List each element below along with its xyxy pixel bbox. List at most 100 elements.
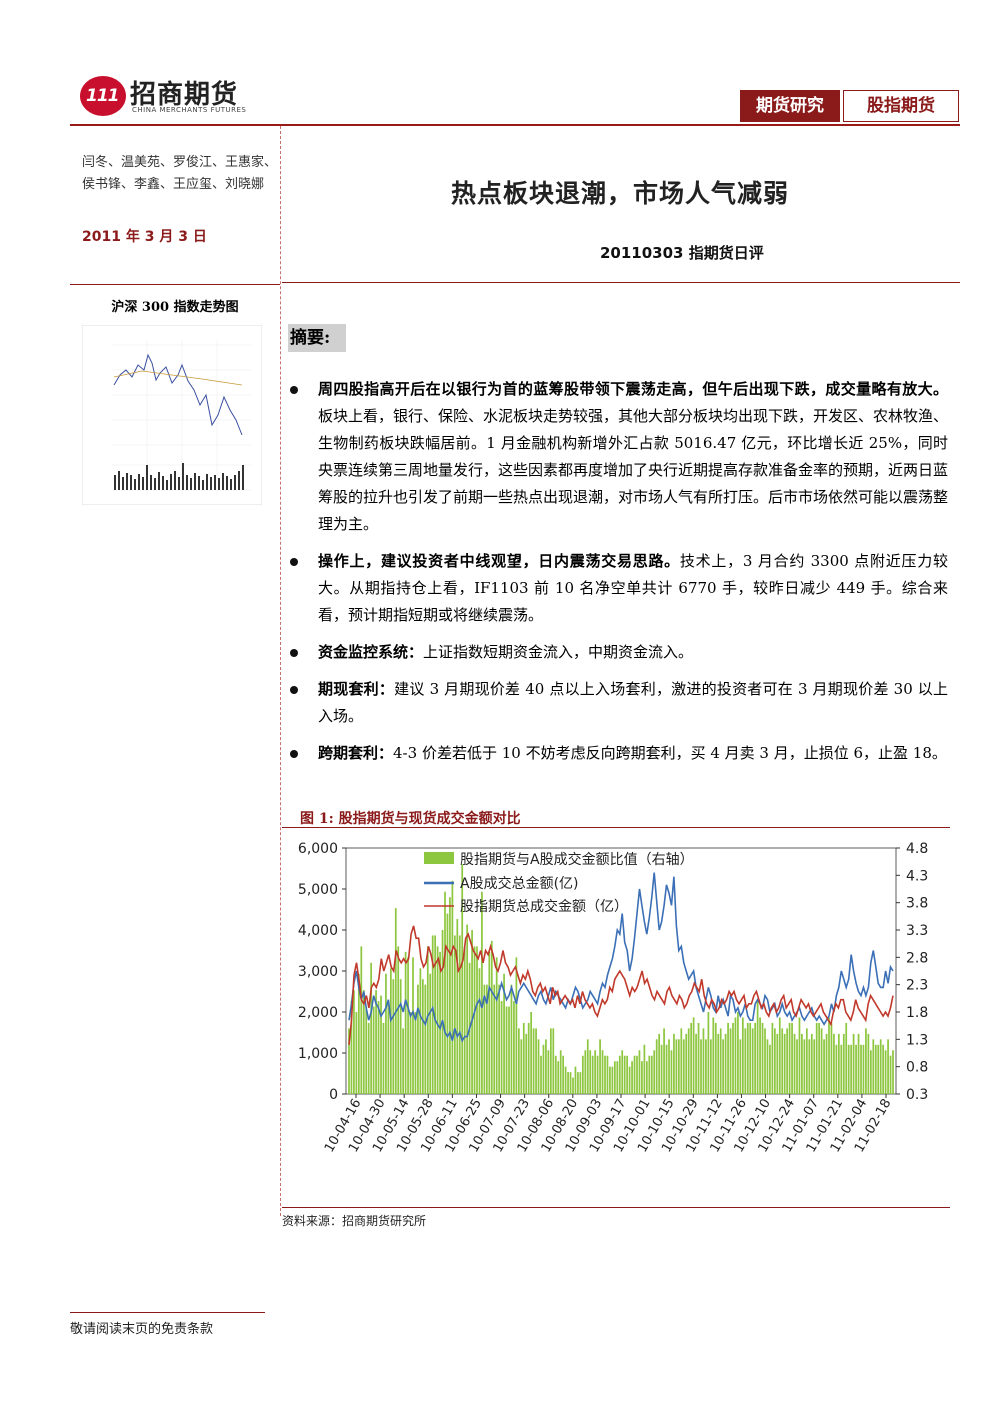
bullet-lead: 周四股指高开后在以银行为首的蓝筹股带领下震荡走高，但午后出现下跌，成交量略有放大… — [318, 380, 948, 398]
ratio-bar — [586, 1039, 589, 1094]
report-date: 2011 年 3 月 3 日 — [82, 229, 207, 245]
report-subtitle: 20110303 指期货日评 — [600, 244, 764, 262]
bullet-icon — [290, 686, 298, 694]
ratio-bar — [564, 1066, 567, 1094]
ratio-bar — [702, 1028, 705, 1094]
bullet-lead: 期现套利： — [318, 680, 395, 698]
ratio-bar — [471, 930, 473, 1094]
ratio-bar — [729, 1028, 732, 1094]
ratio-bar — [820, 1028, 823, 1094]
bullet-icon — [290, 558, 298, 566]
mini-chart-title: 沪深 300 指数走势图 — [111, 300, 239, 315]
bullet-icon — [290, 649, 298, 657]
ratio-bar — [818, 1022, 821, 1094]
ratio-bar — [709, 1039, 712, 1094]
ratio-bar — [436, 946, 439, 1094]
ratio-bar — [759, 1017, 761, 1094]
bullet-icon — [290, 750, 298, 758]
ratio-bar — [887, 1039, 889, 1094]
ratio-bar — [719, 1028, 722, 1094]
ratio-bar — [724, 1033, 727, 1094]
summary-list: 周四股指高开后在以银行为首的蓝筹股带领下震荡走高，但午后出现下跌，成交量略有放大… — [288, 376, 948, 777]
logo-english-text: CHINA MERCHANTS FUTURES — [132, 106, 247, 114]
csi300-mini-chart — [82, 325, 262, 505]
ratio-bar — [621, 1050, 624, 1094]
ratio-bar — [658, 1033, 661, 1094]
ratio-bar — [385, 973, 387, 1094]
footer-divider — [70, 1312, 265, 1313]
ratio-bar — [833, 1033, 835, 1094]
ratio-bar — [505, 1006, 508, 1094]
legend-label: 股指期货与A股成交金额比值（右轴） — [460, 851, 694, 868]
legend-swatch-bars — [424, 852, 454, 864]
bullet-body: 板块上看，银行、保险、水泥板块走势较强，其他大部分板块均出现下跌，开发区、农林牧… — [318, 407, 949, 533]
ratio-bar — [589, 1050, 592, 1094]
ratio-bar — [796, 1039, 798, 1094]
bullet-body: 建议 3 月期现价差 40 点以上入场套利，激进的投资者可在 3 月期现价差 3… — [318, 680, 948, 725]
ratio-bar — [490, 940, 493, 1094]
ratio-bar — [756, 1001, 759, 1094]
ratio-bar — [545, 1039, 547, 1094]
ratio-bar — [837, 1033, 840, 1094]
legend-label: 股指期货总成交金额（亿） — [460, 898, 628, 915]
ratio-bar — [530, 1012, 533, 1094]
ratio-bar — [643, 1044, 646, 1094]
category-tag-index-futures: 股指期货 — [843, 90, 959, 122]
ratio-bar — [872, 1039, 875, 1094]
bullet-icon — [290, 386, 298, 394]
list-item: 跨期套利：4-3 价差若低于 10 不妨考虑反向跨期套利，买 4 月卖 3 月，… — [288, 740, 948, 767]
ratio-bar — [655, 1039, 658, 1094]
ratio-bar — [535, 1028, 537, 1094]
figure-divider-bottom — [282, 1207, 950, 1208]
ratio-bar — [463, 946, 466, 1094]
ratio-bar — [823, 1039, 825, 1094]
bullet-lead: 跨期套利： — [318, 744, 394, 762]
ratio-bar — [604, 1055, 606, 1094]
ratio-bar — [892, 1050, 894, 1094]
ratio-bar — [362, 990, 365, 1094]
ratio-bar — [404, 951, 407, 1094]
ratio-bar — [874, 1044, 877, 1094]
ratio-bar — [581, 1055, 584, 1094]
ratio-bar — [554, 1055, 557, 1094]
data-source: 资料来源：招商期货研究所 — [282, 1214, 427, 1228]
ratio-bar — [429, 973, 432, 1094]
ratio-bar — [746, 1022, 749, 1094]
company-logo: 111 招商期货 CHINA MERCHANTS FUTURES — [80, 72, 260, 120]
header-divider — [70, 124, 960, 126]
ratio-bar — [618, 1055, 621, 1094]
ratio-bar — [412, 957, 414, 1094]
ratio-bar — [552, 1028, 555, 1094]
ratio-bar — [803, 1039, 806, 1094]
list-item: 周四股指高开后在以银行为首的蓝筹股带领下震荡走高，但午后出现下跌，成交量略有放大… — [288, 376, 948, 538]
ratio-bar — [609, 1066, 611, 1094]
ratio-bar — [641, 1061, 643, 1094]
ratio-bar — [567, 1072, 569, 1094]
ratio-bar — [889, 1055, 892, 1094]
y-left-tick-label: 6,000 — [298, 841, 338, 857]
ratio-bar — [685, 1033, 688, 1094]
y-right-tick-label: 3.8 — [906, 896, 928, 912]
ratio-bar — [852, 1033, 855, 1094]
ratio-bar — [798, 1017, 801, 1094]
ratio-bar — [673, 1033, 675, 1094]
ratio-bar — [476, 946, 478, 1094]
ratio-bar — [867, 1033, 870, 1094]
ratio-bar — [650, 1055, 653, 1094]
ratio-bar — [687, 1028, 690, 1094]
ratio-bar — [705, 1039, 707, 1094]
bullet-lead: 资金监控系统： — [318, 643, 424, 661]
ratio-bar — [572, 1077, 574, 1094]
ratio-bar — [481, 891, 483, 1094]
ratio-bar — [764, 1028, 766, 1094]
disclaimer-link[interactable]: 敬请阅读末页的免责条款 — [70, 1322, 214, 1337]
ratio-bar — [791, 1022, 793, 1094]
ratio-bar — [599, 1039, 601, 1094]
y-left-tick-label: 0 — [329, 1087, 338, 1103]
bullet-body: 上证指数短期资金流入，中期资金流入。 — [423, 643, 694, 661]
ratio-bar — [714, 1022, 717, 1094]
ratio-bar — [771, 1022, 774, 1094]
ratio-bar — [520, 1039, 523, 1094]
ratio-bar — [660, 1044, 663, 1094]
bullet-body: 4-3 价差若低于 10 不妨考虑反向跨期套利，买 4 月卖 3 月，止损位 6… — [393, 744, 947, 762]
